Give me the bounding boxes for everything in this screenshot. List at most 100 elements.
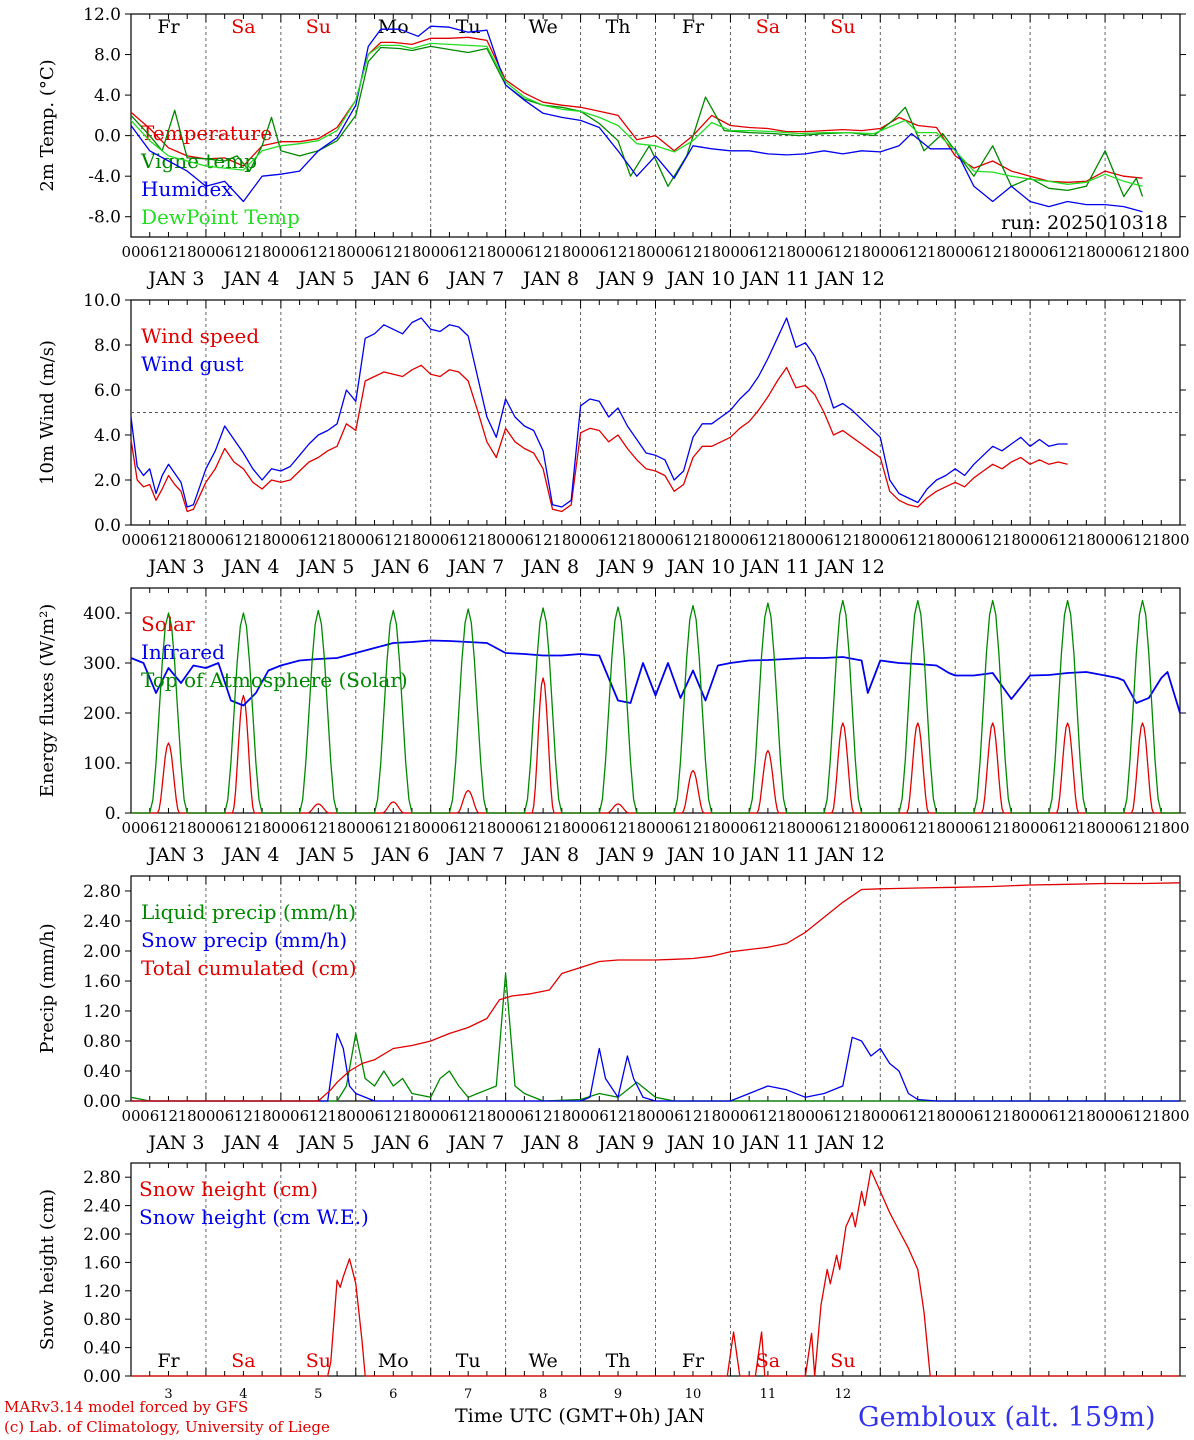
day-number-label: 5 — [314, 1387, 322, 1402]
legend-entry: Temperature — [141, 121, 272, 145]
y-tick-label: 1.20 — [83, 1282, 121, 1302]
hour-tick-label: 00 — [1021, 243, 1040, 261]
date-label: JAN 3 — [146, 556, 204, 578]
hour-tick-label: 12 — [758, 1107, 777, 1125]
date-label: JAN 3 — [146, 1132, 204, 1154]
hour-tick-label: 06 — [215, 1107, 234, 1125]
hour-tick-label: 18 — [253, 531, 272, 549]
hour-tick-label: 00 — [346, 819, 365, 837]
hour-tick-label: 00 — [571, 531, 590, 549]
date-label: JAN 8 — [521, 844, 579, 866]
date-label: JAN 11 — [740, 844, 810, 866]
date-label: JAN 5 — [296, 556, 354, 578]
date-label: JAN 8 — [521, 1132, 579, 1154]
day-name-label: Fr — [157, 1350, 180, 1372]
hour-tick-label: 18 — [927, 531, 946, 549]
y-tick-label: -8.0 — [88, 208, 121, 228]
y-tick-label: -4.0 — [88, 167, 121, 187]
hour-tick-label: 18 — [627, 531, 646, 549]
y-tick-label: 8.0 — [94, 46, 121, 66]
hour-tick-label: 12 — [1058, 1107, 1077, 1125]
hour-tick-label: 06 — [440, 531, 459, 549]
credit-line-2: (c) Lab. of Climatology, University of L… — [4, 1418, 330, 1436]
series-line — [131, 1169, 1180, 1377]
hour-tick-label: 00 — [496, 531, 515, 549]
hour-tick-label: 06 — [964, 531, 983, 549]
hour-tick-label: 12 — [1133, 819, 1152, 837]
hour-tick-label: 18 — [477, 531, 496, 549]
legend-entry: Snow height (cm W.E.) — [139, 1205, 369, 1229]
panel-frame — [130, 13, 1181, 238]
day-number-label: 10 — [685, 1387, 702, 1402]
hour-tick-label: 06 — [440, 1107, 459, 1125]
y-tick-label: 2.40 — [83, 912, 121, 932]
hour-tick-label: 18 — [178, 819, 197, 837]
y-tick-label: 0.80 — [83, 1310, 121, 1330]
day-name-label: Mo — [378, 1350, 409, 1372]
hour-tick-label: 00 — [196, 243, 215, 261]
date-label: JAN 5 — [296, 844, 354, 866]
hour-tick-label: 18 — [178, 531, 197, 549]
hour-tick-label: 12 — [234, 819, 253, 837]
hour-tick-label: 18 — [552, 243, 571, 261]
hour-tick-label: 06 — [590, 819, 609, 837]
y-axis-label: 2m Temp. (°C) — [37, 59, 58, 191]
hour-tick-label: 06 — [515, 1107, 534, 1125]
y-axis-label: 10m Wind (m/s) — [37, 340, 58, 485]
hour-tick-label: 06 — [889, 1107, 908, 1125]
hour-tick-label: 18 — [1077, 819, 1096, 837]
hour-tick-label: 12 — [608, 1107, 627, 1125]
hour-tick-label: 06 — [1039, 1107, 1058, 1125]
series-line — [130, 42, 1143, 187]
date-label: JAN 10 — [665, 268, 735, 290]
date-label: JAN 12 — [815, 1132, 885, 1154]
hour-tick-label: 12 — [683, 531, 702, 549]
hour-tick-label: 18 — [477, 1107, 496, 1125]
hour-tick-label: 00 — [421, 819, 440, 837]
hour-tick-label: 06 — [215, 243, 234, 261]
day-number-label: 4 — [239, 1387, 247, 1402]
hour-tick-label: 18 — [328, 243, 347, 261]
hour-tick-label: 06 — [290, 819, 309, 837]
day-number-label: 3 — [164, 1387, 172, 1402]
hour-tick-label: 00 — [121, 819, 140, 837]
hour-tick-label: 06 — [1114, 1107, 1133, 1125]
date-label: JAN 7 — [446, 844, 504, 866]
hour-tick-label: 12 — [534, 243, 553, 261]
hour-tick-label: 12 — [983, 531, 1002, 549]
legend-entry: Liquid precip (mm/h) — [141, 900, 356, 924]
hour-tick-label: 00 — [571, 1107, 590, 1125]
hour-tick-label: 18 — [328, 819, 347, 837]
panel-snow: 2.80 2.40 2.00 1.60 1.20 0.80 0.40 0.00 Snow hei… — [37, 1162, 1186, 1402]
hour-tick-label: 12 — [309, 819, 328, 837]
hour-tick-label: 18 — [477, 819, 496, 837]
y-tick-label: 0. — [105, 804, 121, 824]
date-label: JAN 3 — [146, 844, 204, 866]
hour-tick-label: 06 — [440, 819, 459, 837]
hour-tick-label: 12 — [1058, 243, 1077, 261]
hour-tick-label: 18 — [777, 243, 796, 261]
y-tick-label: 0.40 — [83, 1339, 121, 1359]
legend-entry: DewPoint Temp — [141, 205, 300, 229]
y-tick-label: 300. — [83, 654, 121, 674]
date-label: JAN 6 — [371, 844, 429, 866]
hour-tick-label: 06 — [290, 1107, 309, 1125]
y-tick-label: 8.0 — [94, 336, 121, 356]
hour-tick-label: 06 — [665, 243, 684, 261]
hour-tick-label: 12 — [309, 1107, 328, 1125]
hour-tick-label: 00 — [121, 1107, 140, 1125]
date-label: JAN 5 — [296, 268, 354, 290]
hour-tick-label: 18 — [777, 819, 796, 837]
hour-tick-label: 12 — [983, 1107, 1002, 1125]
day-number-label: 11 — [760, 1387, 777, 1402]
y-tick-label: 10.0 — [83, 291, 121, 311]
date-label: JAN 11 — [740, 268, 810, 290]
hour-tick-label: 18 — [627, 1107, 646, 1125]
date-label: JAN 7 — [446, 268, 504, 290]
hour-tick-label: 00 — [721, 819, 740, 837]
day-number-label: 12 — [835, 1387, 852, 1402]
hour-tick-label: 00 — [346, 1107, 365, 1125]
hour-tick-label: 00 — [271, 819, 290, 837]
hour-tick-label: 06 — [215, 531, 234, 549]
day-name-label: We — [528, 1350, 557, 1372]
